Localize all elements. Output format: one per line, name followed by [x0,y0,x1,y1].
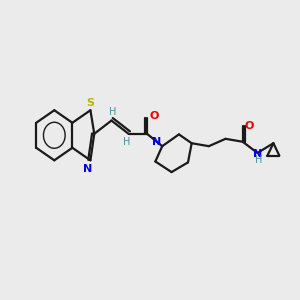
Text: O: O [245,121,254,130]
Text: S: S [86,98,94,108]
Text: H: H [256,155,263,165]
Text: O: O [149,111,159,121]
Text: H: H [123,137,130,147]
Text: N: N [253,149,262,159]
Text: N: N [83,164,93,173]
Text: H: H [109,107,116,117]
Text: N: N [152,137,161,147]
